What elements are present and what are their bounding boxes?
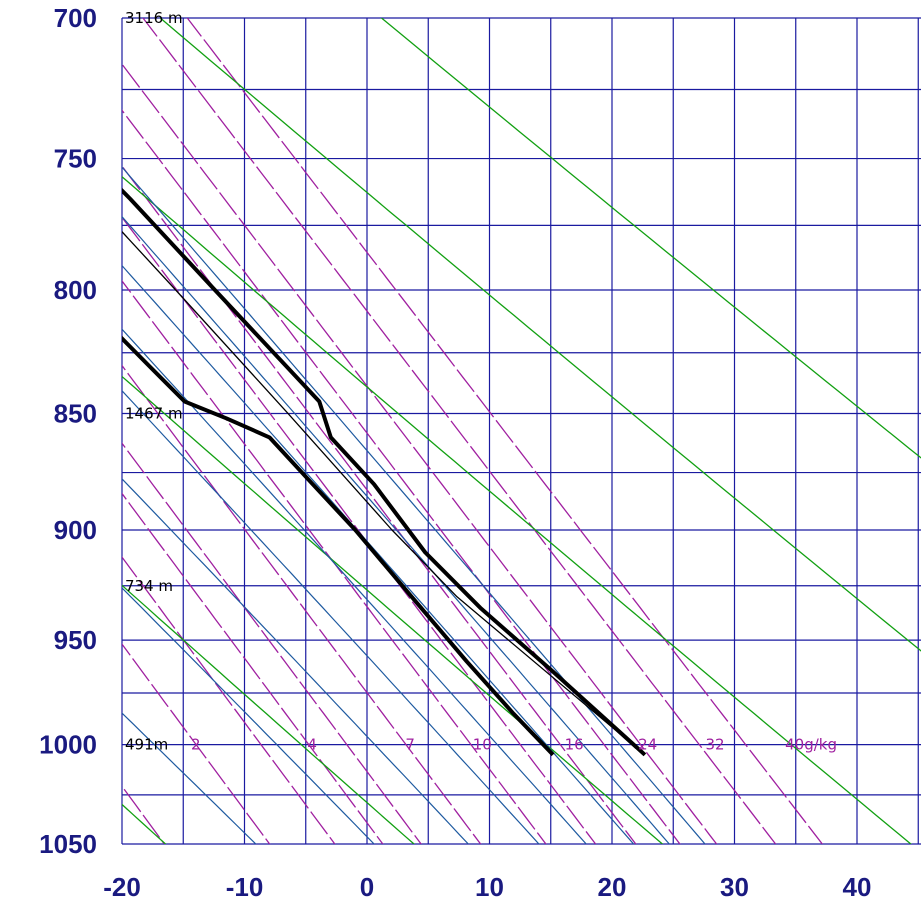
y-tick-label: 900 [54,515,97,545]
mixing-ratio-line [122,216,597,844]
mixing-ratio-line [122,165,637,844]
mixing-ratio-line [122,556,336,844]
x-tick-label: 30 [720,872,749,902]
dry-adiabat-line [122,584,415,844]
background-lines [122,18,921,844]
moist-adiabat-line [122,478,470,844]
y-tick-label: 950 [54,625,97,655]
mixing-ratio-line [122,492,384,844]
moist-adiabat-line [122,389,540,844]
x-tick-label: 40 [843,872,872,902]
y-tick-label: 700 [54,3,97,33]
mixing-ratio-label: 2 [191,736,201,754]
y-tick-label: 1050 [39,829,97,859]
dewpoint-profile-line [122,335,555,757]
temperature-profile-line [122,187,647,757]
mixing-ratio-line [122,109,681,844]
height-label: 491m [125,736,168,754]
chart-labels: 700 750 800 850 900 950 1000 1050-20 -10 0 10 20 30 4… [39,3,871,902]
moist-adiabat-line [122,328,588,844]
mixing-ratio-line [186,18,824,844]
parcel-profile-line [122,230,646,756]
moist-adiabat-line [122,264,635,844]
y-tick-label: 850 [54,399,97,429]
x-tick-label: -10 [226,872,264,902]
dry-adiabat-line [122,175,912,844]
dry-adiabat-line [159,18,921,652]
y-tick-label: 1000 [39,730,97,760]
moist-adiabat-line [122,215,671,844]
dry-adiabat-line [380,18,921,459]
mixing-ratio-label: 24 [638,736,657,754]
mixing-ratio-line [122,279,547,844]
height-label: 734 m [125,577,173,595]
mixing-ratio-label: 16 [565,736,584,754]
x-tick-label: 0 [360,872,374,902]
height-label: 3116 m [125,9,183,27]
x-tick-label: 20 [598,872,627,902]
mixing-ratio-label: 4 [307,736,317,754]
moist-adiabat-line [122,166,706,844]
mixing-ratio-line [122,643,271,844]
moist-adiabat-line [122,587,375,844]
mixing-ratio-line [122,63,718,844]
moist-adiabat-line [122,712,257,844]
mixing-ratio-label: 40g/kg [785,736,837,754]
y-tick-label: 750 [54,144,97,174]
x-tick-label: -20 [103,872,141,902]
mixing-ratio-label: 7 [405,736,415,754]
mixing-ratio-line [142,18,777,844]
sounding-profiles [122,187,647,757]
mixing-ratio-line [122,364,482,844]
y-tick-label: 800 [54,275,97,305]
mixing-ratio-label: 10 [473,736,492,754]
x-tick-label: 10 [475,872,504,902]
height-label: 1467 m [125,405,183,423]
chart-grid [121,17,921,845]
mixing-ratio-line [122,442,422,844]
mixing-ratio-label: 32 [706,736,725,754]
